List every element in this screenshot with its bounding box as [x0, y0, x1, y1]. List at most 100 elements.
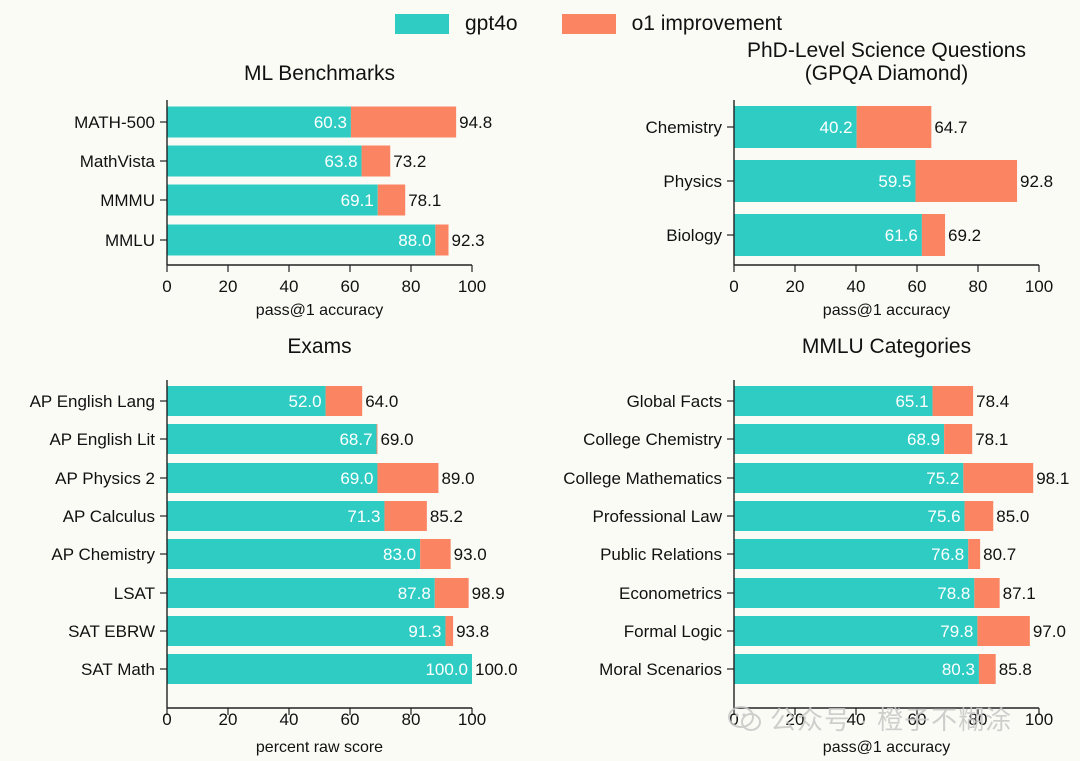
chart-3-value-label-gpt4o-ap-chemistry: 83.0	[383, 545, 416, 564]
chart-4-category-label-formal-logic: Formal Logic	[624, 622, 723, 641]
chart-4-value-label-gpt4o-professional-law: 75.6	[927, 507, 960, 526]
chart-3-category-label-lsat: LSAT	[114, 584, 155, 603]
chart-3-xtick-label-80: 80	[402, 710, 421, 729]
chart-3-bar-o1-improvement-ap-english-lit	[376, 424, 378, 454]
chart-2-bar-gpt4o-physics	[734, 160, 916, 202]
chart-3-value-label-o1-sat-ebrw: 93.8	[456, 622, 489, 641]
chart-3-bar-gpt4o-sat-math	[167, 654, 472, 684]
chart-1-xtick-label-20: 20	[219, 277, 238, 296]
chart-4-bar-gpt4o-moral-scenarios	[734, 654, 979, 684]
chart-3-bar-o1-improvement-lsat	[434, 578, 469, 608]
chart-1-category-label-mmlu: MMLU	[105, 231, 155, 250]
chart-4-bar-gpt4o-professional-law	[734, 501, 965, 531]
chart-4-value-label-gpt4o-formal-logic: 79.8	[940, 622, 973, 641]
legend-item-gpt4o: gpt4o	[395, 12, 518, 36]
chart-4-xtick-label-20: 20	[786, 710, 805, 729]
chart-2-value-label-o1-chemistry: 64.7	[934, 118, 967, 137]
legend: gpt4o o1 improvement	[395, 8, 826, 40]
chart-1-category-label-mmmu: MMMU	[100, 191, 155, 210]
chart-4-bar-gpt4o-formal-logic	[734, 616, 978, 646]
chart-4-title: MMLU Categories	[802, 335, 971, 358]
chart-4-category-label-global-facts: Global Facts	[627, 392, 722, 411]
chart-2-bar-o1-improvement-chemistry	[856, 106, 932, 148]
chart-1-value-label-gpt4o-math-500: 60.3	[314, 113, 347, 132]
chart-4-value-label-gpt4o-global-facts: 65.1	[895, 392, 928, 411]
chart-3-value-label-gpt4o-ap-english-lang: 52.0	[289, 392, 322, 411]
chart-4-bar-o1-improvement-college-chemistry	[944, 424, 973, 454]
chart-2-xtick-label-0: 0	[729, 277, 738, 296]
chart-3-value-label-o1-ap-calculus: 85.2	[430, 507, 463, 526]
chart-4-xtick-label-40: 40	[847, 710, 866, 729]
chart-2-value-label-o1-biology: 69.2	[948, 226, 981, 245]
legend-label-gpt4o: gpt4o	[465, 12, 518, 35]
chart-2-category-label-physics: Physics	[663, 172, 722, 191]
chart-1-value-label-o1-mathvista: 73.2	[393, 152, 426, 171]
chart-1-bar-o1-improvement-mathvista	[361, 145, 391, 177]
chart-2-value-label-gpt4o-biology: 61.6	[885, 226, 918, 245]
chart-3-bar-gpt4o-lsat	[167, 578, 435, 608]
chart-4-bar-o1-improvement-professional-law	[964, 501, 994, 531]
chart-4-category-label-econometrics: Econometrics	[619, 584, 722, 603]
chart-4-value-label-o1-moral-scenarios: 85.8	[999, 660, 1032, 679]
chart-1-value-label-o1-math-500: 94.8	[459, 113, 492, 132]
chart-3-bar-gpt4o-ap-physics-2	[167, 463, 378, 493]
chart-1-bar-o1-improvement-math-500	[350, 106, 457, 138]
chart-3-bar-o1-improvement-ap-english-lang	[325, 386, 363, 416]
chart-4-xtick-label-100: 100	[1025, 710, 1053, 729]
chart-3-value-label-gpt4o-sat-math: 100.0	[425, 660, 468, 679]
chart-4-value-label-gpt4o-public-relations: 76.8	[931, 545, 964, 564]
legend-swatch-o1-improvement	[561, 14, 616, 34]
chart-2-category-label-biology: Biology	[666, 226, 722, 245]
chart-1-x-axis-label: pass@1 accuracy	[256, 302, 383, 319]
chart-4-bar-gpt4o-global-facts	[734, 386, 933, 416]
chart-2-value-label-gpt4o-chemistry: 40.2	[820, 118, 853, 137]
chart-2-xtick-label-40: 40	[847, 277, 866, 296]
chart-1-bar-o1-improvement-mmlu	[435, 224, 449, 256]
watermark: 公众号 · 橙子不糊涂	[728, 700, 1012, 737]
chart-1-bar-gpt4o-mmmu	[167, 184, 378, 216]
chart-3-value-label-o1-sat-math: 100.0	[475, 660, 518, 679]
chart-3-bar-o1-improvement-ap-calculus	[384, 501, 427, 531]
chart-1-bar-o1-improvement-mmmu	[377, 184, 406, 216]
chart-4-value-label-gpt4o-econometrics: 78.8	[937, 584, 970, 603]
chart-4-xtick-label-60: 60	[908, 710, 927, 729]
chart-3-xtick-label-20: 20	[219, 710, 238, 729]
chart-3-value-label-gpt4o-ap-english-lit: 68.7	[339, 430, 372, 449]
chart-2-value-label-gpt4o-physics: 59.5	[878, 172, 911, 191]
chart-4-xtick-label-80: 80	[969, 710, 988, 729]
chart-2-bar-gpt4o-chemistry	[734, 106, 857, 148]
legend-swatch-gpt4o	[395, 14, 449, 34]
chart-3-title: Exams	[287, 335, 351, 358]
chart-1-value-label-gpt4o-mmlu: 88.0	[398, 231, 431, 250]
chart-4-value-label-o1-professional-law: 85.0	[996, 507, 1029, 526]
chart-3-category-label-sat-ebrw: SAT EBRW	[68, 622, 155, 641]
chart-3-bar-gpt4o-ap-chemistry	[167, 539, 421, 569]
chart-4-bar-o1-improvement-public-relations	[968, 539, 981, 569]
chart-4-value-label-o1-econometrics: 87.1	[1003, 584, 1036, 603]
chart-1-value-label-gpt4o-mathvista: 63.8	[324, 152, 357, 171]
chart-3-xtick-label-0: 0	[162, 710, 171, 729]
chart-2-xtick-label-20: 20	[786, 277, 805, 296]
chart-3-value-label-o1-ap-physics-2: 89.0	[441, 469, 474, 488]
legend-label-o1-improvement: o1 improvement	[631, 12, 783, 35]
chart-2-xtick-label-100: 100	[1025, 277, 1053, 296]
chart-4-bar-o1-improvement-global-facts	[932, 386, 974, 416]
chart-3-value-label-o1-ap-english-lang: 64.0	[365, 392, 398, 411]
chart-1-bar-gpt4o-math-500	[167, 106, 351, 138]
chart-4-bar-o1-improvement-formal-logic	[977, 616, 1030, 646]
chart-3-category-label-sat-math: SAT Math	[81, 660, 155, 679]
chart-3-xtick-label-40: 40	[280, 710, 299, 729]
chart-4-bar-o1-improvement-moral-scenarios	[978, 654, 996, 684]
chart-4-value-label-gpt4o-moral-scenarios: 80.3	[942, 660, 975, 679]
chart-3-bar-o1-improvement-ap-physics-2	[377, 463, 439, 493]
chart-1-xtick-label-60: 60	[341, 277, 360, 296]
chart-1-bar-gpt4o-mmlu	[167, 224, 436, 256]
chart-4-value-label-o1-formal-logic: 97.0	[1033, 622, 1066, 641]
chart-3-category-label-ap-chemistry: AP Chemistry	[51, 545, 155, 564]
chart-2-bar-o1-improvement-physics	[915, 160, 1018, 202]
chart-2-subtitle: (GPQA Diamond)	[805, 62, 968, 85]
chart-4-category-label-professional-law: Professional Law	[593, 507, 723, 526]
chart-3-bar-o1-improvement-ap-chemistry	[420, 539, 451, 569]
chart-2-category-label-chemistry: Chemistry	[645, 118, 722, 137]
